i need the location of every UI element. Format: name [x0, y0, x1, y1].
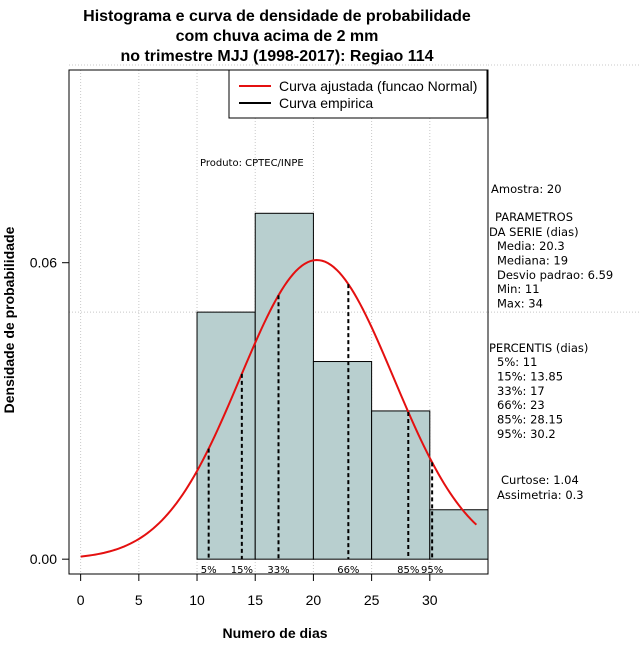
percentile-label: 66% [337, 565, 359, 576]
percentis-title: PERCENTIS (dias) [489, 341, 588, 355]
assimetria: Assimetria: 0.3 [497, 488, 584, 502]
percentil-value: 66%: 23 [497, 398, 545, 412]
percentile-label: 85% [397, 565, 419, 576]
x-axis-title: Numero de dias [222, 625, 327, 641]
x-tick-label: 0 [77, 592, 85, 608]
legend: Curva ajustada (funcao Normal)Curva empi… [228, 69, 488, 119]
y-tick-label: 0.00 [30, 551, 57, 567]
x-tick-label: 10 [189, 592, 205, 608]
param-value: Max: 34 [497, 297, 543, 311]
title-line: Histograma e curva de densidade de proba… [83, 8, 471, 25]
param-value: Min: 11 [497, 282, 540, 296]
histogram-bar [371, 410, 431, 560]
percentile-label: 5% [201, 565, 217, 576]
x-tick-label: 30 [422, 592, 438, 608]
product-label: Produto: CPTEC/INPE [200, 158, 304, 169]
x-tick-label: 5 [135, 592, 143, 608]
percentile-label: 33% [267, 565, 289, 576]
histogram-bar [196, 311, 256, 560]
x-tick-label: 20 [306, 592, 322, 608]
percentil-value: 95%: 30.2 [497, 427, 556, 441]
percentil-value: 85%: 28.15 [497, 413, 563, 427]
params-subtitle: DA SERIE (dias) [489, 225, 579, 239]
x-tick-label: 15 [247, 592, 263, 608]
histogram-bar [429, 509, 489, 560]
histogram-bars [196, 212, 489, 560]
x-axis: 0 5 10 15 20 25 30 Numero de dias [77, 573, 438, 641]
legend-box [228, 69, 488, 119]
percentil-value: 5%: 11 [497, 355, 537, 369]
legend-label: Curva empirica [279, 95, 373, 111]
percentile-label: 15% [231, 565, 253, 576]
histogram-bar [254, 212, 314, 560]
y-axis-title: Densidade de probabilidade [1, 226, 17, 413]
sample-size: Amostra: 20 [491, 182, 562, 196]
histogram-bar [312, 361, 373, 560]
percentil-value: 15%: 13.85 [497, 369, 563, 383]
x-tick-label: 25 [364, 592, 380, 608]
title-line: com chuva acima de 2 mm [176, 28, 379, 45]
y-tick-label: 0.06 [30, 255, 57, 271]
y-axis: 0.00 0.06 Densidade de probabilidade [1, 226, 70, 567]
param-value: Mediana: 19 [497, 253, 568, 267]
param-value: Desvio padrao: 6.59 [497, 268, 613, 282]
params-title: PARAMETROS [495, 210, 573, 224]
chart-title: Histograma e curva de densidade de proba… [83, 8, 471, 65]
title-line: no trimestre MJJ (1998-2017): Regiao 114 [120, 48, 433, 65]
param-value: Media: 20.3 [497, 239, 565, 253]
percentile-label: 95% [421, 565, 443, 576]
percentil-value: 33%: 17 [497, 384, 545, 398]
curtose: Curtose: 1.04 [501, 473, 579, 487]
legend-label: Curva ajustada (funcao Normal) [279, 78, 477, 94]
percentile-lines: 5% 15% 33% 66% 85% 95% [201, 284, 443, 576]
